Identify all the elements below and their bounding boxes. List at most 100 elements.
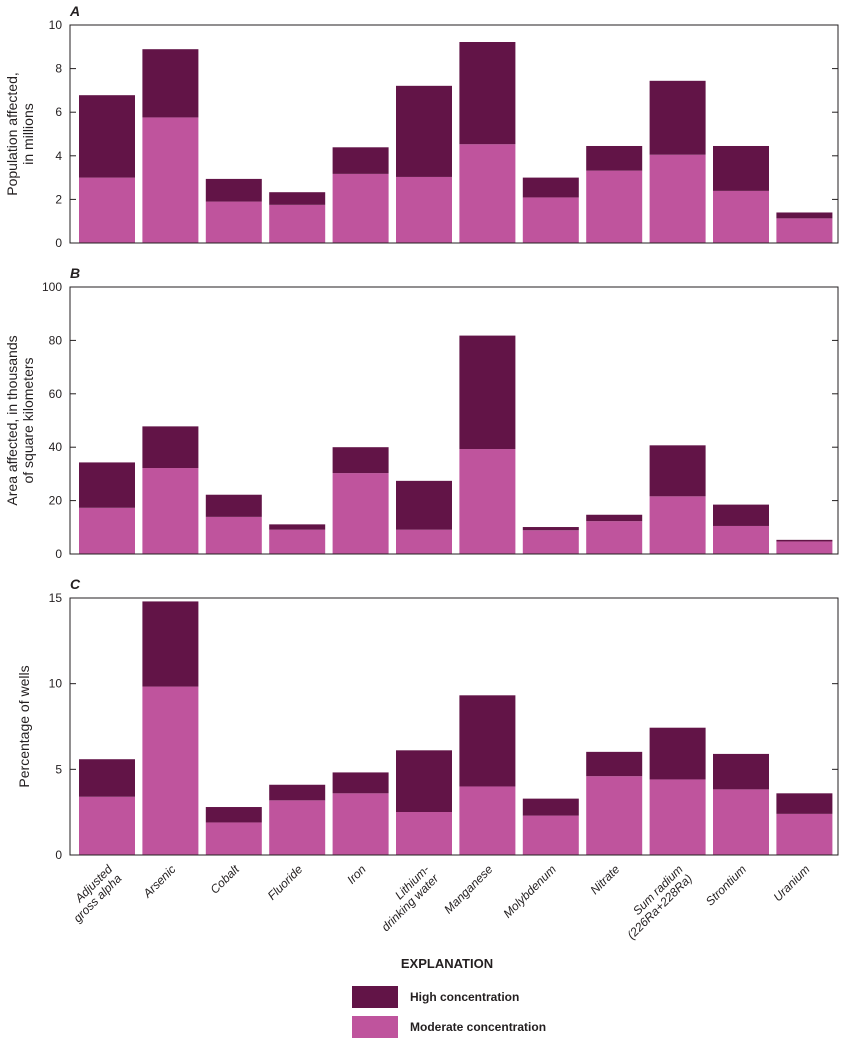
bar-moderate xyxy=(142,468,199,554)
bar-high xyxy=(522,177,579,198)
bar-moderate xyxy=(396,529,452,554)
x-tick-label: Strontium xyxy=(703,862,749,908)
panel-c: C 0 5 10 15 Percentage of wells xyxy=(16,576,839,862)
y-tick-label: 0 xyxy=(55,236,62,250)
y-tick-label: 60 xyxy=(49,387,63,401)
x-tick-label: Arsenic xyxy=(140,862,179,901)
x-tick-label-line: Cobalt xyxy=(207,862,242,897)
bar-high xyxy=(522,798,579,816)
x-tick-label-line: Arsenic xyxy=(140,862,179,901)
bar-moderate xyxy=(713,525,769,554)
bar-high xyxy=(142,426,199,469)
y-axis-title: of square kilometers xyxy=(20,357,36,483)
bar-high xyxy=(586,514,643,522)
legend-swatch-moderate xyxy=(352,1016,398,1038)
bar-moderate xyxy=(713,789,769,855)
y-axis-title: Population affected, xyxy=(4,72,20,196)
x-tick-label: Molybdenum xyxy=(500,862,558,920)
bar-high xyxy=(649,727,706,780)
bar-high xyxy=(269,524,326,530)
bar-high xyxy=(205,178,262,202)
y-axis-title: Area affected, in thousands xyxy=(4,335,20,505)
bar-moderate xyxy=(332,793,389,855)
bar-high xyxy=(396,480,452,530)
bar-high xyxy=(396,750,452,812)
bar-high xyxy=(713,145,769,191)
bar-high xyxy=(459,42,516,145)
y-tick-label: 2 xyxy=(55,192,62,206)
bar-moderate xyxy=(459,449,516,554)
y-tick-label: 8 xyxy=(55,62,62,76)
bar-moderate xyxy=(269,800,326,855)
bar-moderate xyxy=(586,521,643,554)
x-tick-label: Adjustedgross alpha xyxy=(61,862,124,925)
x-tick-label: Nitrate xyxy=(587,862,622,897)
bar-high xyxy=(459,695,516,787)
bar-high xyxy=(142,49,199,118)
bar-moderate xyxy=(269,529,326,554)
y-tick-label: 40 xyxy=(49,440,63,454)
bar-high xyxy=(649,80,706,155)
x-tick-label: Manganese xyxy=(441,862,495,916)
y-tick-label: 0 xyxy=(55,848,62,862)
y-tick-label: 80 xyxy=(49,333,63,347)
bar-high xyxy=(79,95,135,178)
x-tick-label-line: Strontium xyxy=(703,862,749,908)
bar-moderate xyxy=(79,507,135,554)
bar-high xyxy=(269,784,326,801)
x-tick-labels: Adjustedgross alpha Arsenic Cobalt Fluoride… xyxy=(61,862,813,942)
panel-b: B 0 20 40 60 80 100 Area affected, in thousands… xyxy=(4,265,839,561)
bar-moderate xyxy=(586,170,643,243)
plot-frame xyxy=(69,286,839,555)
legend-swatch-high xyxy=(352,986,398,1008)
bar-moderate xyxy=(776,218,833,243)
x-tick-label-line: Iron xyxy=(344,862,369,887)
x-tick-label-line: Manganese xyxy=(441,862,495,916)
bar-high xyxy=(79,462,135,508)
bar-high xyxy=(459,335,516,450)
x-tick-label: Sum radium(226Ra+228Ra) xyxy=(615,862,695,942)
y-tick-label: 10 xyxy=(49,677,63,691)
y-tick-label: 10 xyxy=(49,18,63,32)
bar-high xyxy=(776,539,833,542)
bar-high xyxy=(649,445,706,497)
y-axis-title: in millions xyxy=(20,103,36,164)
y-tick-label: 15 xyxy=(49,591,63,605)
panel-a: A 0 2 4 6 8 10 Population affected, in millions xyxy=(4,3,839,250)
bar-moderate xyxy=(522,530,579,554)
bar-moderate xyxy=(79,177,135,243)
bar-moderate xyxy=(649,154,706,243)
x-tick-label-line: Molybdenum xyxy=(500,862,558,920)
x-tick-label: Fluoride xyxy=(265,862,306,903)
panel-label: A xyxy=(69,3,80,19)
bar-moderate xyxy=(269,204,326,243)
bar-moderate xyxy=(142,117,199,243)
y-tick-label: 100 xyxy=(42,280,62,294)
bar-moderate xyxy=(396,811,452,855)
bar-moderate xyxy=(522,197,579,243)
x-tick-label: Uranium xyxy=(771,862,813,904)
bar-moderate xyxy=(79,796,135,855)
bar-high xyxy=(776,212,833,219)
x-tick-label-line: Uranium xyxy=(771,862,813,904)
bar-moderate xyxy=(459,144,516,243)
bar-high xyxy=(79,759,135,797)
bar-high xyxy=(776,793,833,814)
bar-moderate xyxy=(396,176,452,243)
panel-label: B xyxy=(70,265,80,281)
bar-moderate xyxy=(776,541,833,554)
y-tick-label: 6 xyxy=(55,105,62,119)
y-axis-title: Percentage of wells xyxy=(16,665,32,787)
bar-moderate xyxy=(649,779,706,855)
panel-label: C xyxy=(70,576,81,592)
legend-label-moderate: Moderate concentration xyxy=(410,1020,546,1034)
bar-high xyxy=(522,527,579,531)
bar-high xyxy=(586,751,643,777)
x-tick-label-line: Nitrate xyxy=(587,862,622,897)
bar-high xyxy=(713,504,769,526)
bar-high xyxy=(142,601,199,687)
plot-frame xyxy=(69,597,839,856)
bar-high xyxy=(332,447,389,474)
bar-high xyxy=(332,147,389,174)
